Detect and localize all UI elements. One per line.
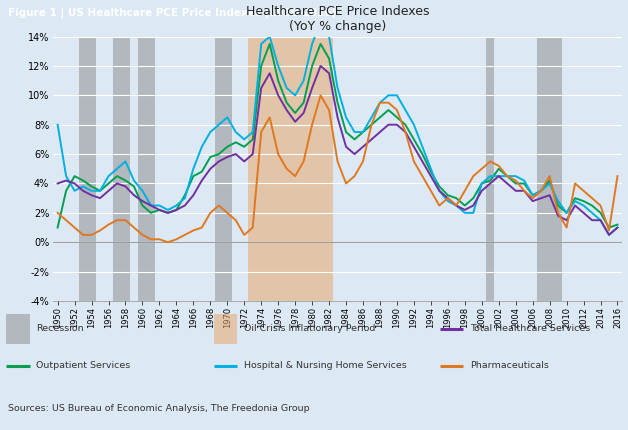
Bar [6, 313, 30, 344]
Bar [214, 313, 237, 344]
Text: Hospital & Nursing Home Services: Hospital & Nursing Home Services [244, 361, 406, 370]
Text: Outpatient Services: Outpatient Services [36, 361, 131, 370]
Title: Healthcare PCE Price Indexes
(YoY % change): Healthcare PCE Price Indexes (YoY % chan… [246, 5, 430, 33]
Text: Pharmaceuticals: Pharmaceuticals [470, 361, 549, 370]
Bar [79, 37, 96, 301]
Text: Oil Crisis Inflationary Period: Oil Crisis Inflationary Period [244, 324, 375, 333]
Text: Sources: US Bureau of Economic Analysis, The Freedonia Group: Sources: US Bureau of Economic Analysis,… [8, 404, 309, 413]
Bar [249, 37, 333, 301]
Bar [215, 37, 232, 301]
Bar [486, 37, 494, 301]
Text: Recession: Recession [36, 324, 84, 333]
Bar [113, 37, 130, 301]
Text: Figure 1 | US Healthcare PCE Price Indexes (1950-2016): Figure 1 | US Healthcare PCE Price Index… [8, 8, 336, 19]
Bar [138, 37, 155, 301]
Bar [537, 37, 562, 301]
Text: Total Healthcare Services: Total Healthcare Services [470, 324, 590, 333]
